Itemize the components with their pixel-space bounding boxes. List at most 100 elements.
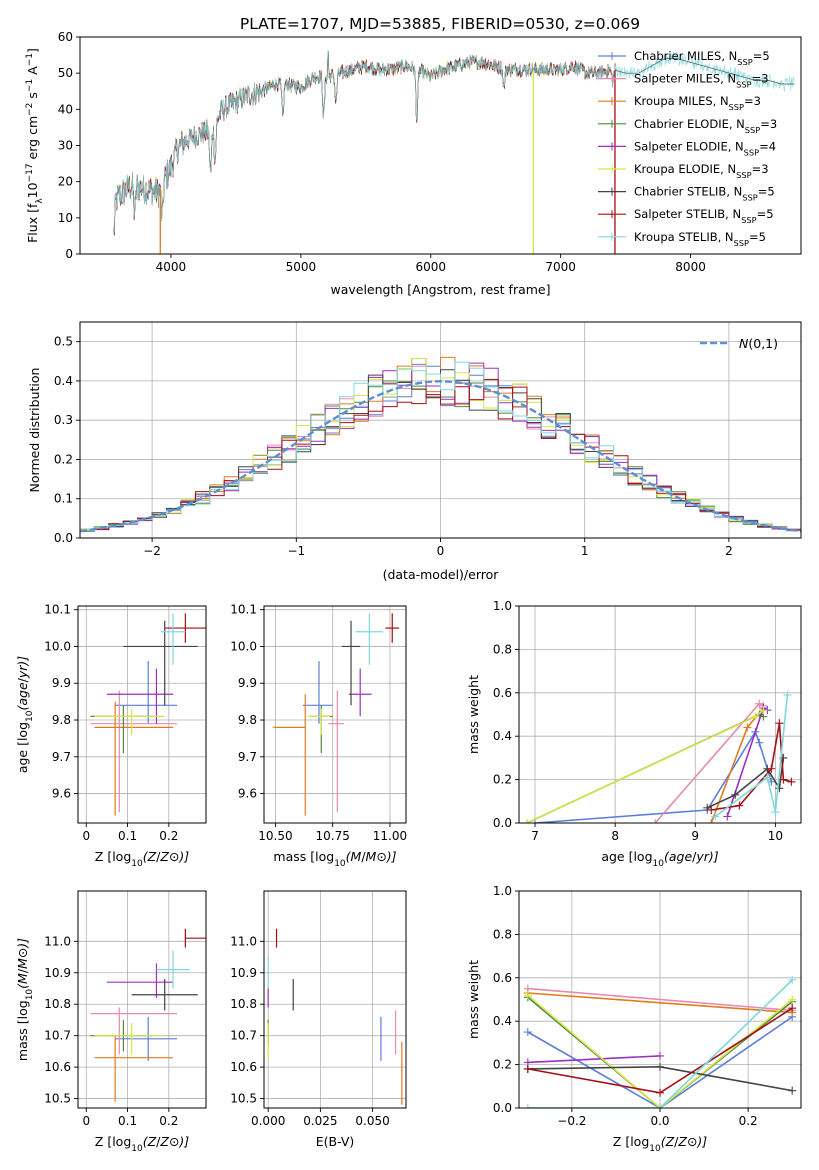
y-tick-label: 0.0	[493, 1101, 512, 1115]
grid	[78, 891, 206, 1108]
y-tick-label: 10.8	[230, 997, 257, 1011]
point-marker	[755, 699, 764, 708]
errorbar-salpeter-miles	[328, 690, 345, 812]
y-tick-label: 11.0	[44, 934, 71, 948]
y-tick-label: 10.9	[44, 966, 71, 980]
x-tick-label: 9	[691, 829, 699, 843]
legend-label: Chabrier MILES, NSSP=5	[634, 49, 770, 67]
age-vs-mass-panel: 10.50 10.75 11.00 9.6 9.7 9.8 9.9 10.0 10.1 mass …	[230, 603, 407, 869]
y-tick-label: 10	[58, 211, 73, 225]
plot-area	[523, 975, 797, 1108]
point-marker	[731, 790, 740, 799]
x-tick-label: 10.50	[258, 829, 292, 843]
point-marker	[523, 819, 532, 823]
errorbar-chabrier-miles	[302, 661, 333, 724]
y-axis-label: age [log10(age/yr)]	[15, 656, 35, 773]
plot-area	[267, 928, 403, 1105]
y-tick-label: 10.9	[230, 966, 257, 980]
y-tick-label: 10.1	[44, 603, 71, 617]
legend-label: Kroupa ELODIE, NSSP=3	[634, 162, 769, 180]
axes-frame	[263, 890, 407, 1109]
x-axis-label: age [log10(age/yr)]	[601, 849, 718, 869]
point-marker	[788, 1004, 797, 1013]
point-marker	[656, 1088, 664, 1097]
x-tick-label: −1	[287, 544, 305, 558]
errorbar-chabrier-elodie	[90, 705, 153, 754]
x-axis-label: (data-model)/error	[383, 567, 500, 582]
series-kroupa-stelib	[523, 975, 797, 1108]
y-tick-label: 9.9	[238, 676, 257, 690]
y-tick-label: 9.7	[238, 750, 257, 764]
point-marker	[707, 805, 716, 814]
x-tick-label: 5000	[286, 260, 317, 274]
y-tick-label: 9.7	[52, 750, 71, 764]
point-marker	[523, 991, 532, 1000]
axes-frame	[77, 890, 207, 1109]
mass-weight-vs-age-panel: 7 8 9 10 0.0 0.2 0.4 0.6 0.8 1.0 age [log10(age/yr…	[466, 599, 802, 869]
y-tick-label: 11.0	[230, 934, 257, 948]
errorbar-chabrier-stelib	[341, 620, 361, 706]
y-tick-label: 9.6	[52, 787, 71, 801]
plot-area	[90, 928, 206, 1102]
point-marker	[735, 801, 744, 810]
y-tick-label: 10.6	[44, 1060, 71, 1074]
point-marker	[707, 819, 716, 823]
x-tick-label: 0.2	[159, 1114, 178, 1128]
point-marker	[656, 1062, 664, 1071]
spectrum-legend: Chabrier MILES, NSSP=5 Salpeter MILES, NS…	[598, 49, 777, 248]
x-tick-label: −2	[143, 544, 161, 558]
legend-label: Chabrier ELODIE, NSSP=3	[634, 117, 777, 135]
series-chabrier-miles	[531, 727, 776, 823]
errorbar-kroupa-stelib	[156, 950, 190, 989]
spectrum-line-model	[615, 58, 795, 85]
point-marker	[783, 690, 792, 699]
y-tick-label: 10.6	[230, 1060, 257, 1074]
figure-title: PLATE=1707, MJD=53885, FIBERID=0530, z=0…	[240, 15, 640, 33]
errorbar-kroupa-elodie	[307, 708, 331, 735]
y-tick-label: 0.0	[54, 531, 73, 545]
y-tick-label: 0.2	[493, 1058, 512, 1072]
axes-frame	[77, 605, 207, 824]
plot-area	[90, 613, 206, 816]
x-tick-label: 0.2	[159, 829, 178, 843]
y-tick-label: 0.4	[493, 729, 512, 743]
errorbar-kroupa-elodie	[94, 708, 165, 735]
mass-vs-extinction-panel: 0.000 0.025 0.050 10.5 10.6 10.7 10.8 10.9 11.0 E…	[230, 890, 407, 1149]
x-tick-label: 7000	[545, 260, 576, 274]
x-tick-label: 0	[82, 1114, 90, 1128]
point-marker	[755, 738, 764, 747]
point-marker	[703, 803, 712, 812]
x-tick-label: 1	[581, 544, 589, 558]
mass-weight-vs-metallicity-panel: −0.2 0.0 0.2 0.0 0.2 0.4 0.6 0.8 1.0 Z [log10(Z/Z…	[466, 884, 802, 1154]
errorbar-salpeter-elodie	[106, 668, 173, 724]
errorbar-kroupa-miles	[273, 694, 306, 816]
x-axis-label: Z [log10(Z/Z⊙)]	[613, 1134, 708, 1154]
series-salpeter-stelib	[523, 1004, 797, 1097]
y-tick-label: 10.0	[230, 639, 257, 653]
grid	[264, 606, 406, 823]
y-tick-label: 0.8	[493, 642, 512, 656]
point-marker	[711, 812, 720, 821]
point-marker	[763, 773, 772, 782]
y-tick-label: 10.1	[230, 603, 257, 617]
x-tick-label: 4000	[156, 260, 187, 274]
x-tick-label: 8	[611, 829, 619, 843]
errorbar-chabrier-stelib	[123, 620, 198, 706]
legend-label: Kroupa MILES, NSSP=3	[634, 94, 761, 112]
x-tick-label: 7	[531, 829, 539, 843]
errorbar-kroupa-stelib	[355, 613, 384, 665]
y-tick-label: 10.7	[230, 1029, 257, 1043]
series-kroupa-elodie	[523, 706, 768, 823]
y-tick-label: 0.1	[54, 492, 73, 506]
normal-curve	[80, 380, 801, 533]
y-tick-label: 0.2	[493, 773, 512, 787]
y-tick-label: 60	[58, 30, 73, 44]
axes-frame	[263, 605, 407, 824]
errorbar-salpeter-elodie	[106, 963, 173, 998]
x-tick-label: 0.1	[118, 1114, 137, 1128]
x-axis-label: mass [log10(M/M⊙)]	[273, 849, 396, 869]
x-tick-label: 0	[82, 829, 90, 843]
legend-label: Kroupa STELIB, NSSP=5	[634, 230, 766, 248]
errorbar-kroupa-miles	[94, 701, 173, 816]
errorbar-salpeter-elodie	[348, 668, 372, 717]
